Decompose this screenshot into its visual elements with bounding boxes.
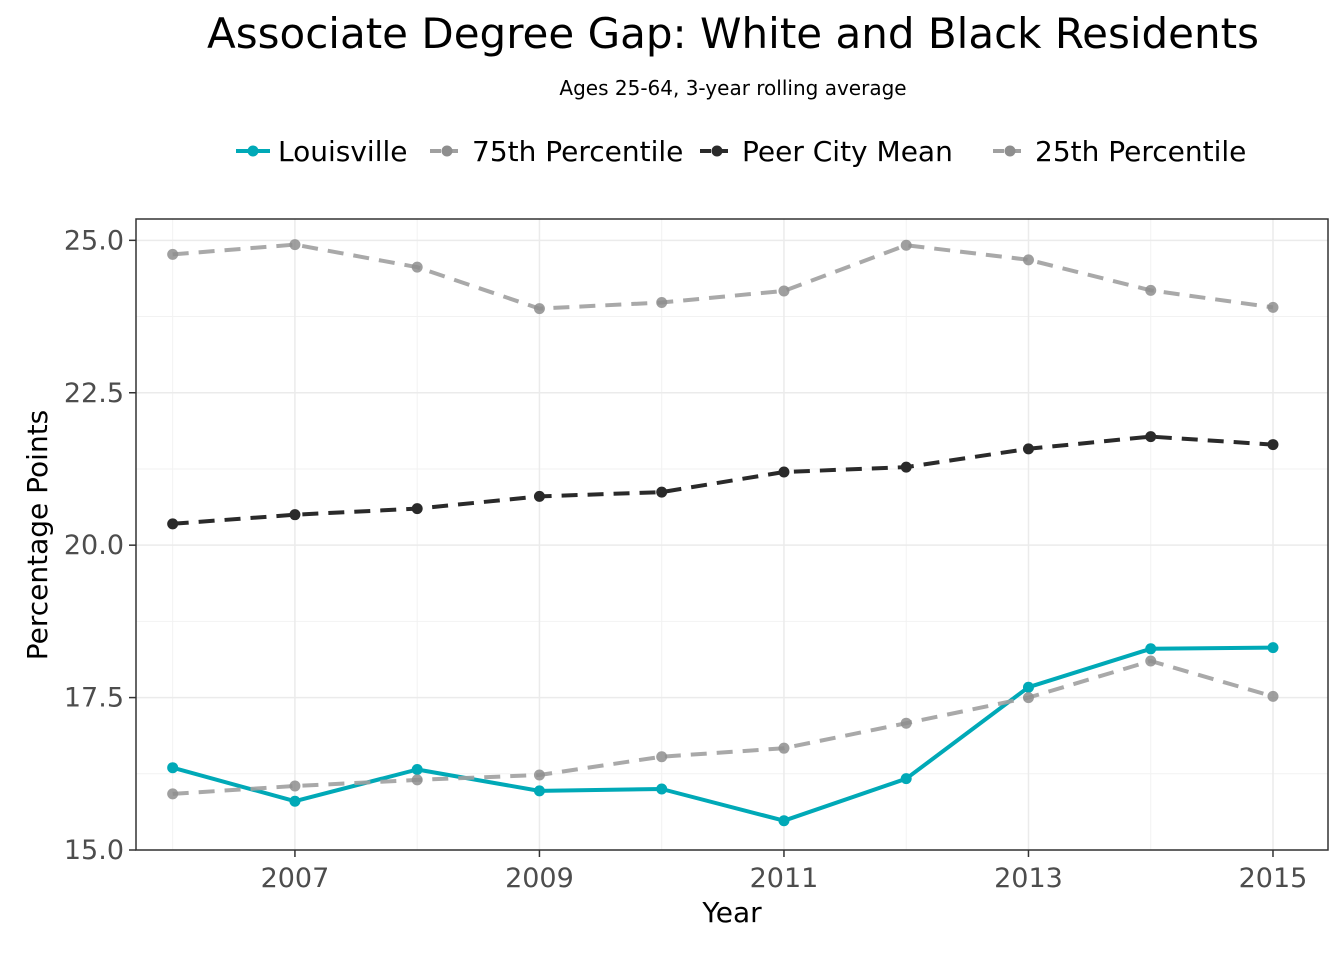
grid (136, 219, 1328, 851)
chart-subtitle: Ages 25-64, 3-year rolling average (559, 76, 906, 100)
data-point (1145, 643, 1157, 655)
data-point (289, 795, 301, 807)
y-axis: 15.0 17.5 20.0 22.5 25.0 (64, 225, 136, 866)
legend-key-point (711, 145, 723, 157)
data-point (656, 783, 668, 795)
x-tick-label: 2009 (505, 863, 574, 894)
legend-key-point (247, 145, 259, 157)
data-point (1267, 642, 1279, 654)
data-point (289, 780, 301, 792)
data-point (1145, 284, 1157, 296)
legend-label: 25th Percentile (1035, 135, 1246, 168)
x-tick-label: 2011 (750, 863, 819, 894)
data-point (289, 239, 301, 251)
data-point (1267, 301, 1279, 313)
x-tick-label: 2015 (1239, 863, 1308, 894)
data-point (778, 466, 790, 478)
chart-title: Associate Degree Gap: White and Black Re… (207, 9, 1259, 58)
data-point (656, 297, 668, 309)
data-point (900, 717, 912, 729)
y-tick-label: 25.0 (64, 225, 124, 256)
data-point (900, 773, 912, 785)
legend-label: Louisville (278, 135, 408, 168)
x-tick-label: 2013 (994, 863, 1063, 894)
series-line (172, 659, 1274, 796)
data-point (411, 774, 423, 786)
legend: Louisville 75th Percentile Peer City Mean 2… (236, 135, 1246, 168)
x-axis: 2007 2009 2011 2013 2015 (261, 850, 1308, 894)
legend-item: Peer City Mean (700, 135, 953, 168)
data-point (656, 486, 668, 498)
legend-key-point (441, 145, 453, 157)
data-point (778, 285, 790, 297)
y-tick-label: 22.5 (64, 378, 124, 409)
data-point (900, 239, 912, 251)
data-point (533, 785, 545, 797)
data-point (411, 503, 423, 515)
data-point (167, 248, 179, 260)
data-point (1022, 681, 1034, 693)
data-point (289, 509, 301, 521)
data-point (1022, 692, 1034, 704)
data-point (1022, 443, 1034, 455)
plot-background (136, 219, 1328, 850)
legend-label: Peer City Mean (742, 135, 953, 168)
data-point (1145, 655, 1157, 667)
data-point (167, 788, 179, 800)
data-point (167, 762, 179, 774)
y-tick-label: 17.5 (64, 683, 124, 714)
series-louisville (167, 642, 1279, 827)
legend-item: Louisville (236, 135, 408, 168)
data-point (411, 764, 423, 776)
y-axis-title: Percentage Points (21, 410, 54, 661)
series-line (172, 645, 1274, 823)
data-point (1022, 254, 1034, 266)
data-point (1267, 690, 1279, 702)
data-point (533, 490, 545, 502)
y-tick-label: 20.0 (64, 530, 124, 561)
series-75th-percentile (167, 239, 1279, 315)
legend-item: 25th Percentile (993, 135, 1246, 168)
data-point (411, 261, 423, 273)
series-line (172, 434, 1274, 526)
data-point (900, 461, 912, 473)
data-point (778, 742, 790, 754)
x-tick-label: 2007 (261, 863, 330, 894)
data-point (167, 518, 179, 530)
plot-border (135, 218, 1329, 851)
data-point (1267, 439, 1279, 451)
series-line (172, 242, 1274, 311)
y-tick-label: 15.0 (64, 835, 124, 866)
x-axis-title: Year (701, 896, 762, 929)
series-25th-percentile (167, 655, 1279, 800)
legend-label: 75th Percentile (472, 135, 683, 168)
data-point (533, 769, 545, 781)
data-point (778, 815, 790, 827)
data-point (656, 751, 668, 763)
legend-key-point (1004, 145, 1016, 157)
series-peer-city-mean (167, 431, 1279, 530)
legend-item: 75th Percentile (430, 135, 683, 168)
data-point (533, 303, 545, 315)
data-point (1145, 431, 1157, 443)
series-layer (167, 239, 1279, 827)
